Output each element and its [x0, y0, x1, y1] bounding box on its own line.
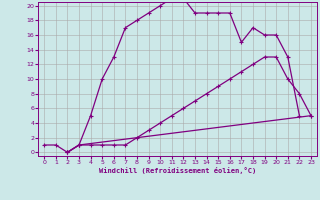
X-axis label: Windchill (Refroidissement éolien,°C): Windchill (Refroidissement éolien,°C)	[99, 167, 256, 174]
